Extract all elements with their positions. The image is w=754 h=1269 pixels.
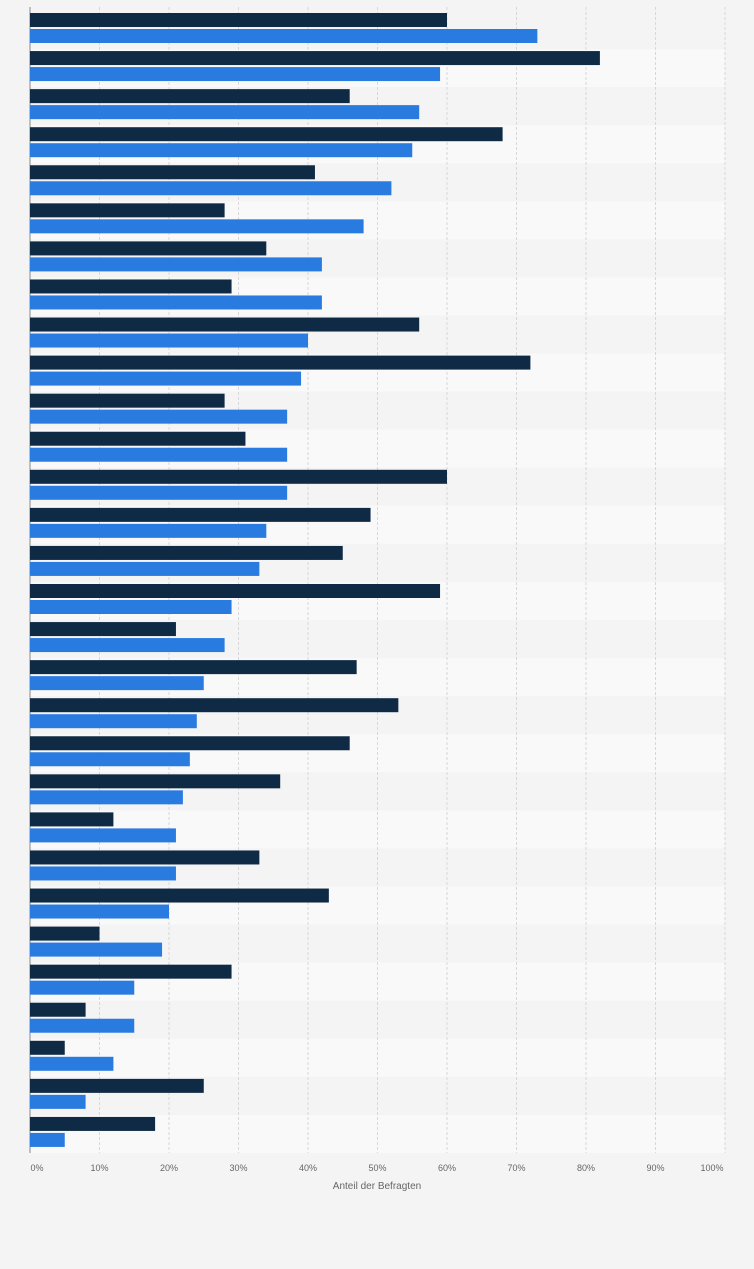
x-tick-label: 40% bbox=[299, 1163, 317, 1173]
bar-series-1[interactable] bbox=[30, 1078, 204, 1093]
bar-series-1[interactable] bbox=[30, 1040, 65, 1055]
bar-series-1[interactable] bbox=[30, 317, 420, 332]
bar-series-1[interactable] bbox=[30, 469, 447, 484]
x-tick-label: 80% bbox=[577, 1163, 595, 1173]
bar-series-1[interactable] bbox=[30, 507, 371, 522]
x-tick-label: 20% bbox=[160, 1163, 178, 1173]
x-tick-label: 50% bbox=[368, 1163, 386, 1173]
bar-series-2[interactable] bbox=[30, 257, 322, 272]
bar-series-2[interactable] bbox=[30, 295, 322, 310]
bar-series-1[interactable] bbox=[30, 736, 350, 751]
bar-series-1[interactable] bbox=[30, 89, 350, 104]
bar-series-2[interactable] bbox=[30, 980, 135, 995]
bar-series-2[interactable] bbox=[30, 638, 225, 653]
bar-series-1[interactable] bbox=[30, 279, 232, 294]
bar-series-2[interactable] bbox=[30, 1094, 86, 1109]
bar-series-1[interactable] bbox=[30, 127, 503, 142]
bar-series-2[interactable] bbox=[30, 828, 176, 843]
bar-series-2[interactable] bbox=[30, 904, 169, 919]
bars bbox=[30, 13, 600, 1147]
bar-series-1[interactable] bbox=[30, 964, 232, 979]
bar-series-2[interactable] bbox=[30, 1056, 114, 1071]
bar-series-2[interactable] bbox=[30, 600, 232, 614]
bar-series-1[interactable] bbox=[30, 1116, 156, 1131]
bar-series-1[interactable] bbox=[30, 393, 225, 408]
bar-series-1[interactable] bbox=[30, 165, 315, 180]
x-tick-label: 30% bbox=[229, 1163, 247, 1173]
bar-series-2[interactable] bbox=[30, 485, 288, 500]
bar-series-2[interactable] bbox=[30, 447, 288, 462]
bar-series-1[interactable] bbox=[30, 1002, 86, 1017]
x-tick-labels: 0% 10% 20% 30% 40% 50% 60% 70% 80% 90% 100% bbox=[30, 1163, 723, 1173]
x-tick-label: 10% bbox=[90, 1163, 108, 1173]
bar-series-1[interactable] bbox=[30, 584, 441, 598]
grid-lines bbox=[29, 7, 726, 1153]
bar-series-2[interactable] bbox=[30, 143, 413, 158]
bar-series-2[interactable] bbox=[30, 523, 267, 538]
bar-series-2[interactable] bbox=[30, 676, 204, 691]
x-tick-label: 0% bbox=[30, 1163, 43, 1173]
bar-series-1[interactable] bbox=[30, 812, 114, 827]
bar-series-2[interactable] bbox=[30, 790, 183, 805]
x-tick-label: 100% bbox=[700, 1163, 723, 1173]
bar-series-2[interactable] bbox=[30, 333, 308, 348]
bar-series-2[interactable] bbox=[30, 714, 197, 729]
x-tick-label: 90% bbox=[646, 1163, 664, 1173]
x-tick-label: 70% bbox=[507, 1163, 525, 1173]
bar-series-1[interactable] bbox=[30, 203, 225, 218]
bar-series-1[interactable] bbox=[30, 51, 600, 66]
bar-series-1[interactable] bbox=[30, 545, 343, 560]
bar-series-2[interactable] bbox=[30, 752, 190, 767]
bar-series-1[interactable] bbox=[30, 888, 329, 903]
x-tick-label: 60% bbox=[438, 1163, 456, 1173]
bar-series-2[interactable] bbox=[30, 181, 392, 196]
bar-series-1[interactable] bbox=[30, 241, 267, 256]
bar-series-2[interactable] bbox=[30, 409, 288, 424]
bar-series-2[interactable] bbox=[30, 561, 260, 576]
bar-series-1[interactable] bbox=[30, 622, 176, 637]
bar-series-2[interactable] bbox=[30, 219, 364, 234]
bar-series-1[interactable] bbox=[30, 926, 100, 941]
bar-series-2[interactable] bbox=[30, 105, 420, 120]
bar-series-1[interactable] bbox=[30, 660, 357, 675]
bar-series-2[interactable] bbox=[30, 1018, 135, 1033]
bar-series-2[interactable] bbox=[30, 1132, 65, 1147]
bar-series-2[interactable] bbox=[30, 942, 163, 957]
bar-series-1[interactable] bbox=[30, 355, 531, 370]
bar-series-1[interactable] bbox=[30, 850, 260, 865]
bar-series-2[interactable] bbox=[30, 371, 302, 386]
bar-series-1[interactable] bbox=[30, 698, 399, 713]
x-axis-title: Anteil der Befragten bbox=[333, 1181, 421, 1192]
bar-series-2[interactable] bbox=[30, 866, 176, 881]
bar-series-1[interactable] bbox=[30, 774, 281, 789]
bar-series-2[interactable] bbox=[30, 67, 441, 82]
bar-series-1[interactable] bbox=[30, 13, 447, 27]
bar-series-2[interactable] bbox=[30, 29, 538, 43]
bar-series-1[interactable] bbox=[30, 431, 246, 446]
